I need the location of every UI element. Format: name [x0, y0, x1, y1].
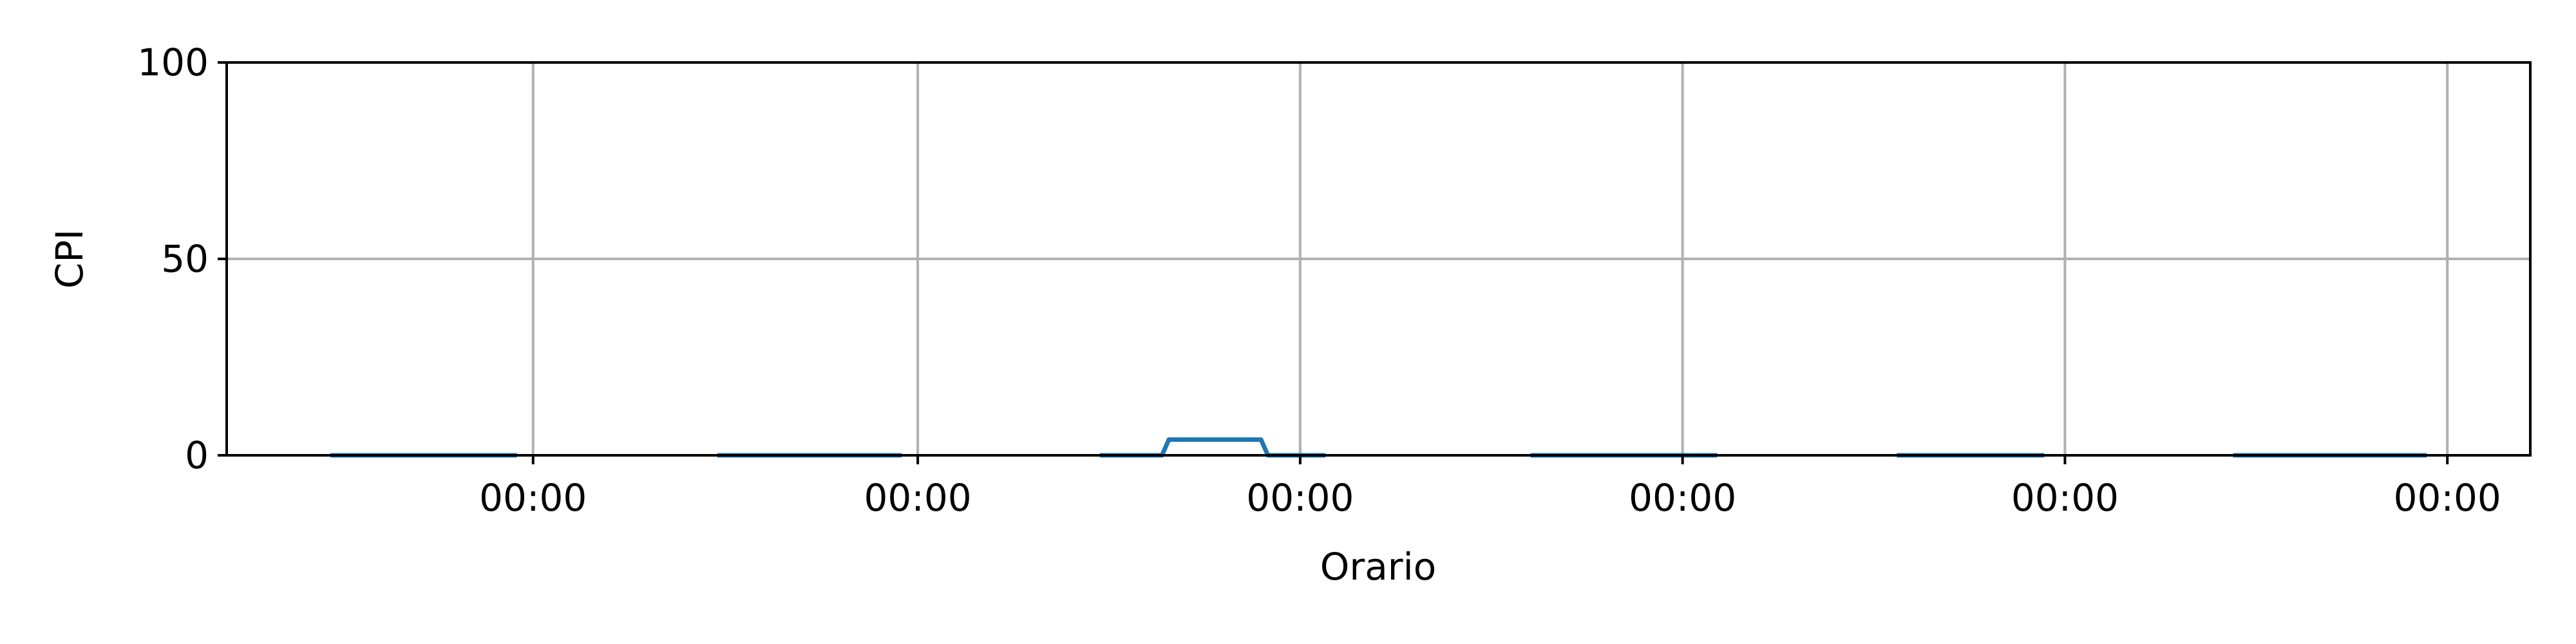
x-tick-label: 00:00	[479, 476, 587, 520]
x-tick-label: 00:00	[1246, 476, 1354, 520]
y-tick-label: 0	[185, 433, 209, 477]
x-tick-label: 00:00	[2011, 476, 2119, 520]
y-tick-label: 100	[137, 41, 209, 84]
x-tick-label: 00:00	[864, 476, 972, 520]
y-tick-label: 50	[161, 237, 209, 281]
x-tick-label: 00:00	[1629, 476, 1736, 520]
axis-ticks: 00:00 00:00 00:00 00:00 00:00 00:00 0 50 100	[137, 41, 2501, 520]
x-tick-label: 00:00	[2394, 476, 2501, 520]
x-axis-label: Orario	[1320, 545, 1437, 589]
y-axis-label: CPI	[48, 229, 91, 289]
